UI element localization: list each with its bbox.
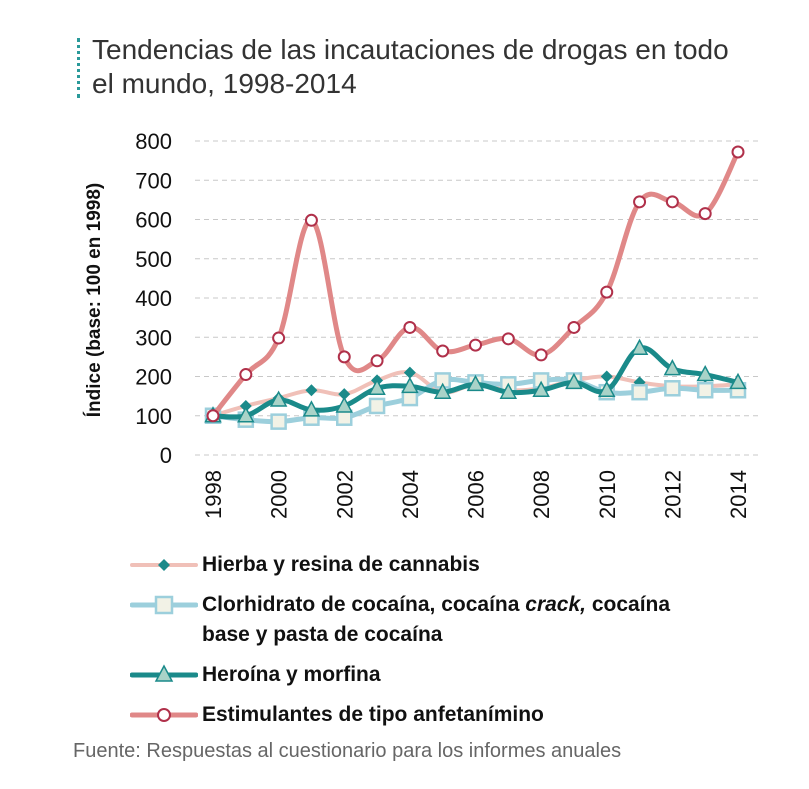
y-tick-100: 100 xyxy=(135,404,172,429)
grid-lines xyxy=(195,140,760,456)
point-cocaine-2012 xyxy=(664,380,681,397)
legend-label-cocaine: Clorhidrato de cocaína, cocaína crack, c… xyxy=(202,590,670,650)
x-tick-2014: 2014 xyxy=(726,470,751,519)
point-ats-2006 xyxy=(469,338,482,352)
point-heroin-2005 xyxy=(433,382,452,399)
point-ats-2012 xyxy=(665,195,679,209)
point-ats-2002 xyxy=(337,350,351,364)
point-heroin-2000 xyxy=(269,390,288,407)
point-ats-2005 xyxy=(436,344,450,358)
point-heroin-2001 xyxy=(302,400,321,417)
point-ats-2004 xyxy=(403,320,417,334)
legend-label-cannabis: Hierba y resina de cannabis xyxy=(202,553,480,576)
point-ats-2007 xyxy=(501,332,515,346)
point-ats-2001 xyxy=(304,213,318,227)
x-tick-2006: 2006 xyxy=(464,470,489,519)
x-tick-2010: 2010 xyxy=(595,470,620,519)
legend-item-ats: Estimulantes de tipo anfetanímino xyxy=(130,700,770,730)
point-ats-2013 xyxy=(698,207,712,221)
point-heroin-2013 xyxy=(696,364,714,382)
point-heroin-2012 xyxy=(663,359,682,376)
series-layer xyxy=(204,145,747,430)
line-chart: 0 100 200 300 400 500 600 700 800 1998 2000 2002 20… xyxy=(83,129,760,519)
source-note: Fuente: Respuestas al cuestionario para … xyxy=(73,740,622,762)
point-cannabis-2004 xyxy=(403,366,416,379)
point-ats-2009 xyxy=(567,320,581,334)
point-heroin-2009 xyxy=(565,372,583,390)
legend-item-cocaine: Clorhidrato de cocaína, cocaína crack, c… xyxy=(130,590,770,650)
point-cocaine-2011 xyxy=(631,383,648,401)
series-line-ats xyxy=(210,149,741,419)
x-tick-1998: 1998 xyxy=(201,470,226,519)
y-axis-label: Índice (base: 100 en 1998) xyxy=(83,183,105,417)
y-tick-500: 500 xyxy=(135,247,172,272)
point-cannabis-2001 xyxy=(305,384,318,397)
y-tick-700: 700 xyxy=(135,168,172,193)
point-ats-2014 xyxy=(731,145,745,159)
point-cocaine-2002 xyxy=(336,409,353,426)
legend-swatch-cannabis xyxy=(130,559,198,571)
legend-label-cocaine-italic: crack, xyxy=(525,593,586,616)
point-heroin-2007 xyxy=(499,382,518,399)
y-tick-300: 300 xyxy=(135,325,172,350)
y-tick-200: 200 xyxy=(135,365,172,390)
chart-title-line1: Tendencias de las incautaciones de droga… xyxy=(92,34,729,65)
point-heroin-2011 xyxy=(630,338,649,355)
point-heroin-2002 xyxy=(335,396,354,413)
point-ats-2011 xyxy=(633,195,647,209)
legend-label-ats: Estimulantes de tipo anfetanímino xyxy=(202,703,544,726)
point-heroin-2010 xyxy=(597,380,616,397)
series-ats xyxy=(206,145,745,423)
point-ats-1998 xyxy=(206,409,220,423)
point-cannabis-1999 xyxy=(239,399,252,412)
x-tick-2012: 2012 xyxy=(660,470,685,519)
point-ats-2008 xyxy=(534,348,548,362)
point-cocaine-2004 xyxy=(401,389,419,407)
point-heroin-2003 xyxy=(368,378,386,396)
point-heroin-2008 xyxy=(532,380,550,397)
point-cocaine-2013 xyxy=(696,381,714,399)
series-heroin xyxy=(204,338,747,423)
point-heroin-1999 xyxy=(237,406,255,423)
legend-swatch-ats xyxy=(130,708,198,722)
point-heroin-2004 xyxy=(401,376,419,394)
point-heroin-2006 xyxy=(466,374,485,392)
point-ats-2003 xyxy=(370,354,384,368)
x-tick-2002: 2002 xyxy=(332,470,357,519)
y-tick-400: 400 xyxy=(135,286,172,311)
y-tick-600: 600 xyxy=(135,208,172,233)
y-tick-800: 800 xyxy=(135,129,172,154)
title-accent xyxy=(77,38,84,98)
legend: Hierba y resina de cannabis Clorhidrato … xyxy=(130,550,770,740)
legend-swatch-cocaine xyxy=(130,595,198,615)
y-tick-labels: 0 100 200 300 400 500 600 700 800 xyxy=(135,129,172,468)
legend-label-cocaine-line2: base y pasta de cocaína xyxy=(202,623,443,646)
x-tick-labels: 1998 2000 2002 2004 2006 2008 2010 2012 2014 xyxy=(201,470,751,519)
legend-swatch-heroin xyxy=(130,664,198,682)
x-tick-2008: 2008 xyxy=(529,470,554,519)
legend-label-cocaine-a: Clorhidrato de cocaína, cocaína xyxy=(202,593,526,616)
y-tick-0: 0 xyxy=(160,443,172,468)
point-ats-1999 xyxy=(239,368,253,382)
x-tick-2004: 2004 xyxy=(398,470,423,519)
x-tick-2000: 2000 xyxy=(267,470,292,519)
chart-title: Tendencias de las incautaciones de droga… xyxy=(92,33,792,101)
point-cannabis-2002 xyxy=(338,388,351,401)
point-cocaine-2000 xyxy=(270,413,287,430)
legend-item-cannabis: Hierba y resina de cannabis xyxy=(130,550,770,580)
legend-label-cocaine-b: cocaína xyxy=(586,593,671,616)
legend-label-heroin: Heroína y morfina xyxy=(202,663,381,686)
point-cocaine-2003 xyxy=(368,397,386,415)
legend-item-heroin: Heroína y morfina xyxy=(130,660,770,690)
point-cannabis-2010 xyxy=(600,370,613,383)
chart-title-line2: el mundo, 1998-2014 xyxy=(92,68,357,99)
point-heroin-2014 xyxy=(729,372,747,390)
point-ats-2000 xyxy=(272,331,286,345)
point-ats-2010 xyxy=(600,285,614,299)
